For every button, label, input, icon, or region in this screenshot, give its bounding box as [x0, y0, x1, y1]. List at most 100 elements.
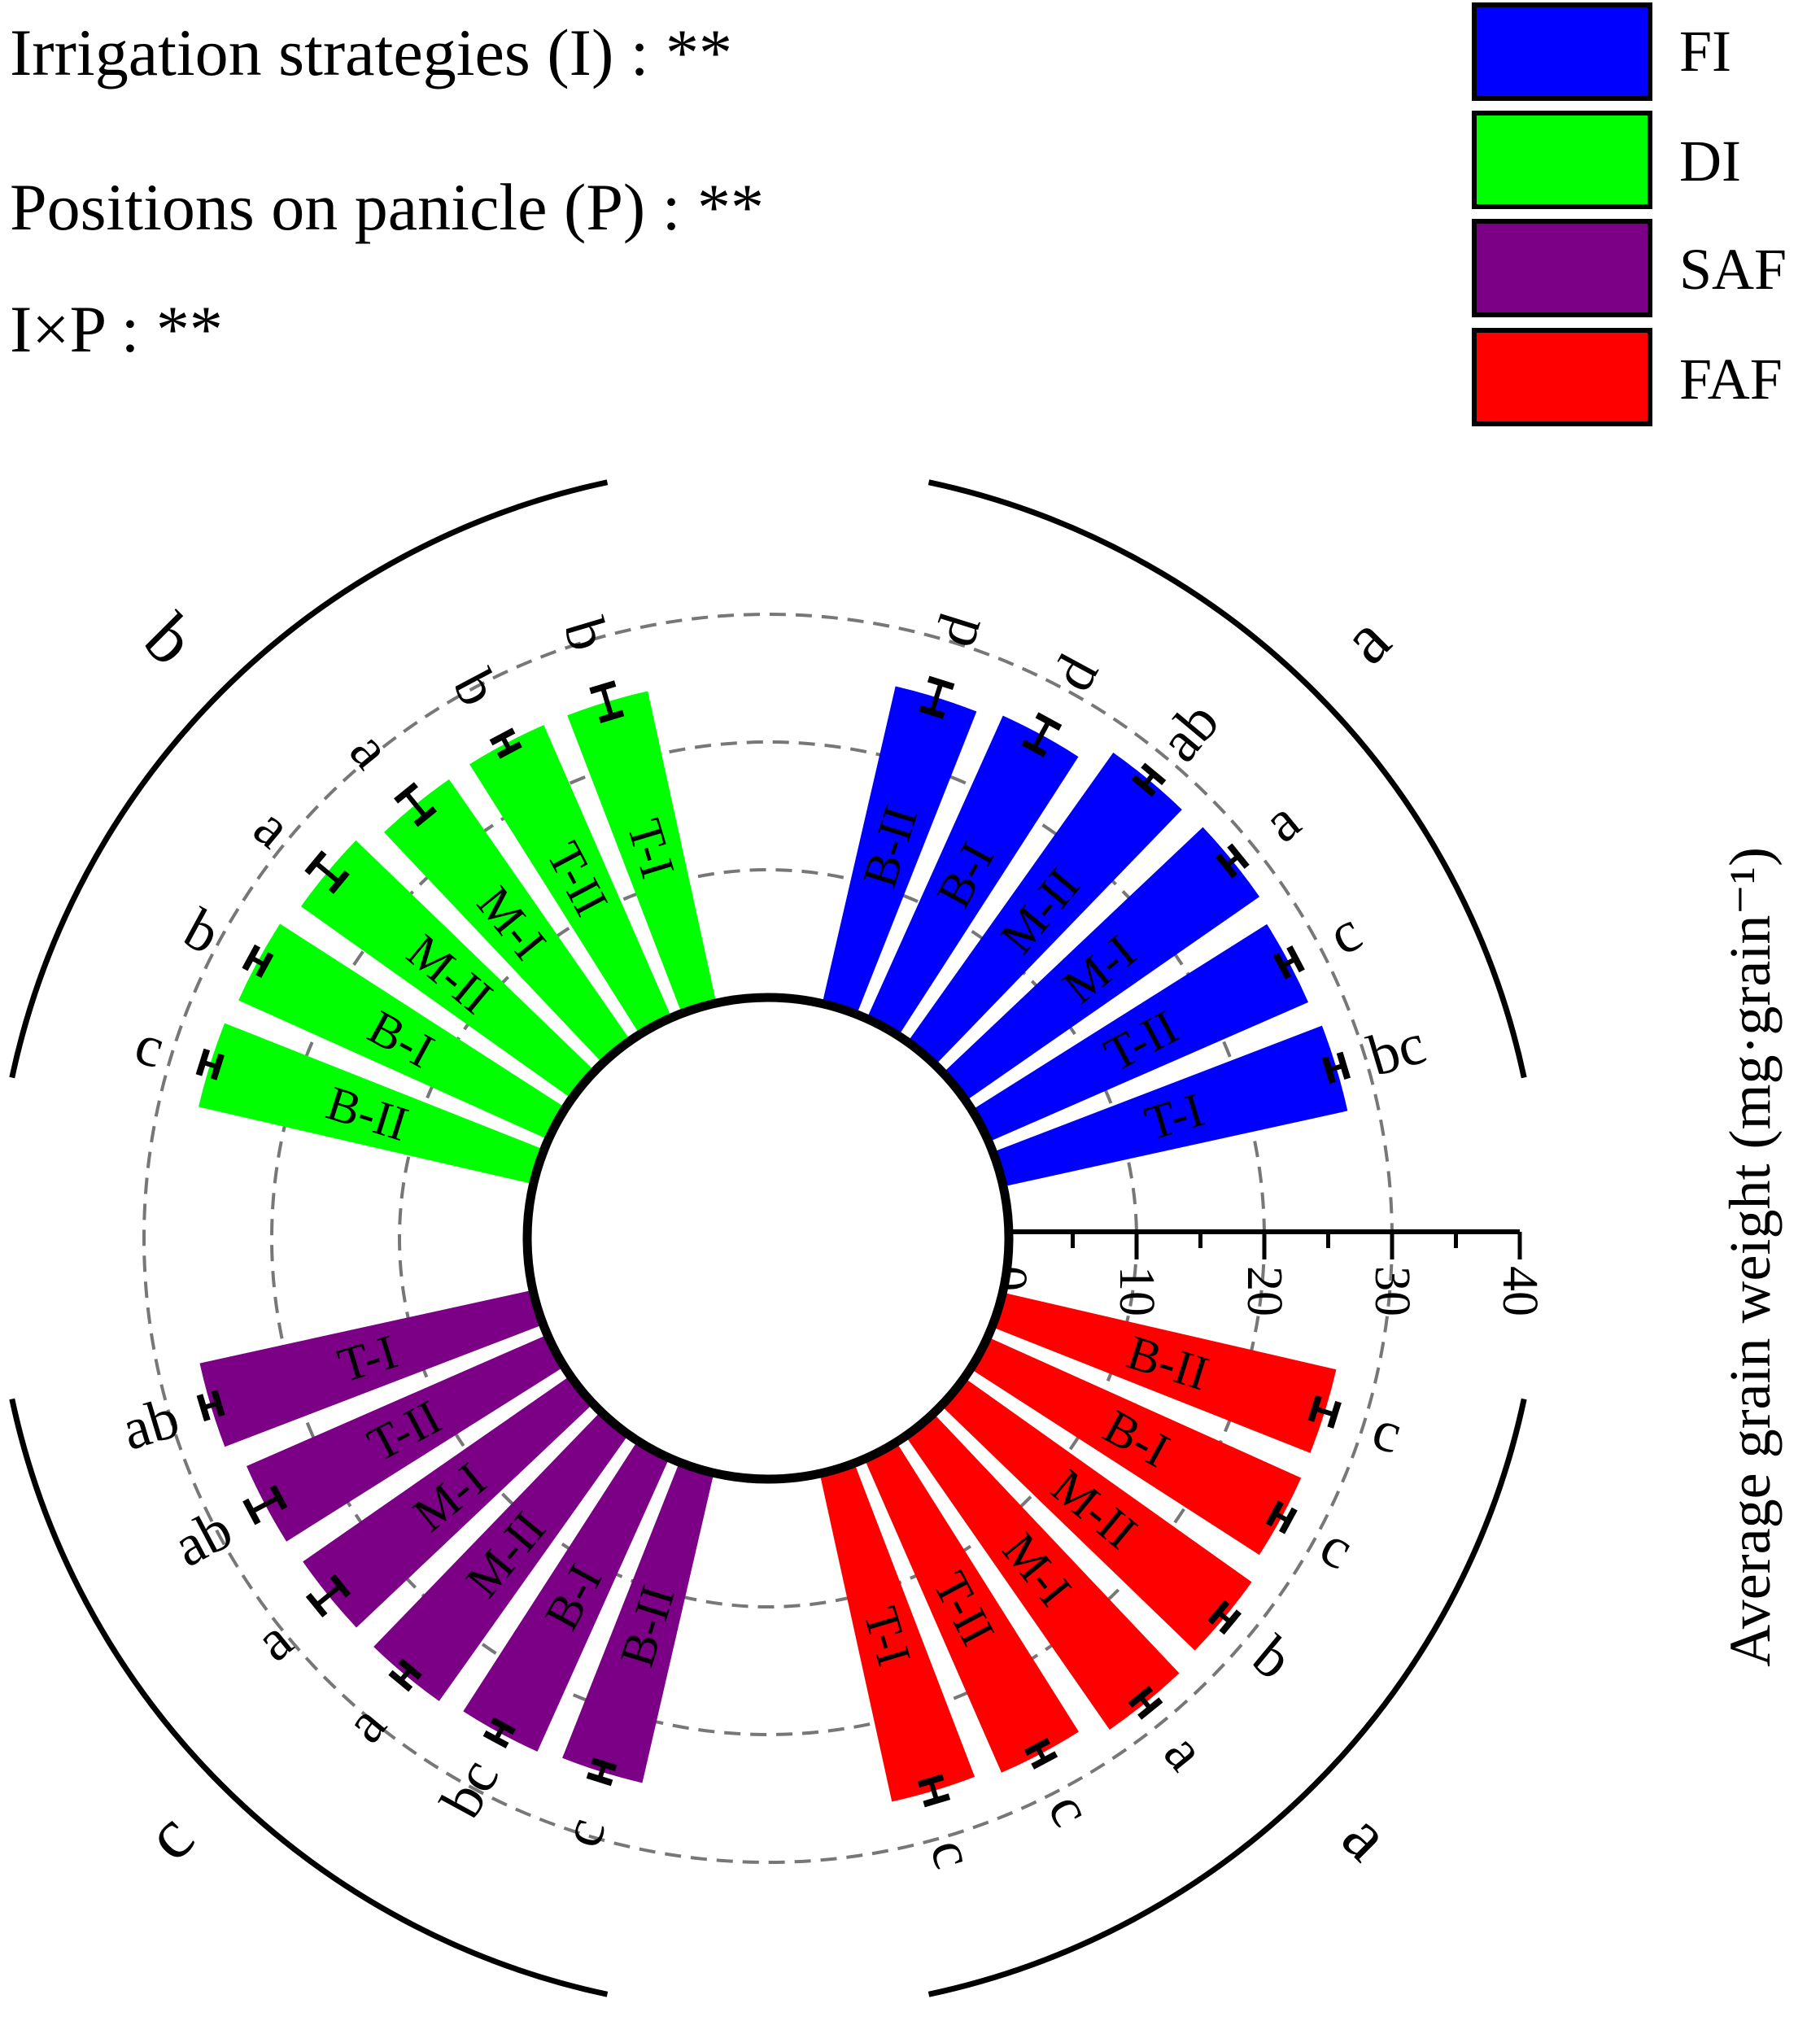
- error-cap: [398, 1658, 422, 1680]
- bar-fi-b-i: [864, 715, 1079, 1041]
- error-cap: [330, 1574, 351, 1598]
- bar-saf-t-ii: [247, 1333, 569, 1542]
- error-cap: [304, 850, 327, 875]
- bar-fi-m-i: [939, 827, 1260, 1104]
- error-cap: [1327, 1400, 1342, 1429]
- letter-fi-m-i: a: [1250, 788, 1312, 854]
- bar-faf-t-ii: [862, 1438, 1079, 1773]
- bar-faf-b-i: [966, 1334, 1302, 1556]
- error-cap: [586, 1772, 613, 1787]
- error-cap: [1207, 1600, 1230, 1625]
- error-cap: [923, 1793, 951, 1808]
- error-cap: [491, 1717, 517, 1735]
- group-letter-fi: a: [1327, 601, 1405, 679]
- error-cap: [496, 741, 522, 759]
- error-cap: [1128, 1685, 1154, 1708]
- error-cap: [305, 1592, 328, 1618]
- error-bar: [928, 1780, 940, 1801]
- error-cap: [211, 1390, 225, 1417]
- bars: [199, 686, 1348, 1802]
- error-cap: [196, 1394, 211, 1422]
- group-letter-faf: a: [1327, 1797, 1405, 1875]
- error-cap: [394, 782, 418, 804]
- legend-swatch-faf: [1472, 328, 1652, 426]
- error-cap: [1023, 1737, 1050, 1757]
- bar-saf-b-i: [463, 1436, 672, 1752]
- error-cap: [328, 870, 350, 894]
- bar-faf-b-ii: [987, 1291, 1337, 1453]
- error-cap: [917, 1774, 945, 1788]
- error-cap: [1137, 1697, 1163, 1720]
- error-cap: [210, 1053, 225, 1080]
- error-cap: [242, 944, 261, 971]
- error-bar: [313, 860, 341, 884]
- letter-faf-t-i: c: [918, 1831, 988, 1875]
- error-cap: [1279, 1507, 1298, 1534]
- bar-di-b-ii: [199, 1023, 549, 1185]
- inner-circle: [522, 993, 1014, 1484]
- legend-swatch-di: [1472, 111, 1652, 209]
- error-cap: [591, 1757, 618, 1772]
- group-arc-saf: [9, 1398, 609, 1997]
- legend-label-faf: FAF: [1679, 347, 1783, 412]
- error-cap: [413, 806, 438, 827]
- bar-label-saf-b-ii: B-II: [609, 1579, 685, 1673]
- letter-faf-t-ii: c: [1036, 1783, 1106, 1836]
- bar-saf-m-ii: [373, 1408, 632, 1701]
- bar-di-m-ii: [300, 840, 599, 1102]
- error-cap: [1286, 945, 1305, 973]
- bar-fi-m-ii: [904, 752, 1182, 1069]
- letter-saf-m-i: a: [243, 1607, 304, 1674]
- error-cap: [1131, 775, 1156, 797]
- legend: FI DI SAF FAF: [1472, 2, 1787, 426]
- letter-di-m-ii: a: [242, 794, 304, 861]
- error-cap: [1227, 843, 1250, 869]
- error-cap: [255, 952, 274, 979]
- error-cap: [919, 705, 945, 719]
- error-cap: [1021, 739, 1047, 757]
- legend-swatch-saf: [1472, 219, 1652, 317]
- bar-faf-t-i: [818, 1458, 975, 1802]
- error-cap: [1321, 1056, 1336, 1084]
- significance-position: Positions on panicle (P) : **: [10, 170, 764, 244]
- bar-saf-m-i: [303, 1373, 597, 1628]
- error-cap: [482, 1730, 509, 1749]
- error-bar: [1032, 720, 1051, 750]
- group-arc-fi: [927, 479, 1527, 1079]
- group-letter-saf: c: [131, 1797, 209, 1875]
- letter-fi-m-ii: ab: [1146, 689, 1232, 773]
- letter-fi-b-i: d: [1040, 644, 1111, 701]
- error-cap: [1219, 1609, 1242, 1635]
- legend-label-fi: FI: [1679, 19, 1731, 84]
- bar-saf-t-i: [199, 1289, 548, 1447]
- error-bar: [404, 791, 427, 818]
- bar-fi-b-ii: [821, 686, 977, 1019]
- error-bar: [929, 682, 944, 714]
- bar-di-b-i: [238, 923, 570, 1142]
- error-cap: [1031, 1751, 1058, 1770]
- letter-di-b-i: b: [174, 896, 231, 967]
- error-cap: [1265, 1500, 1285, 1527]
- letter-saf-t-ii: ab: [163, 1496, 242, 1580]
- error-bars: [195, 675, 1351, 1808]
- letter-faf-m-i: a: [1152, 1721, 1219, 1782]
- bar-label-fi-b-ii: B-II: [853, 800, 928, 893]
- bar-di-m-i: [384, 779, 634, 1067]
- bar-label-faf-b-ii: B-II: [1121, 1325, 1215, 1401]
- axis-tick-label: 30: [1364, 1266, 1420, 1316]
- letter-faf-b-ii: c: [1365, 1396, 1409, 1466]
- bar-di-t-i: [567, 691, 718, 1019]
- axis-tick-label: 40: [1492, 1266, 1547, 1316]
- significance-interaction: I×P : **: [10, 292, 223, 366]
- letter-saf-t-i: ab: [115, 1385, 186, 1463]
- letter-fi-b-ii: d: [922, 606, 993, 653]
- legend-label-di: DI: [1679, 129, 1741, 194]
- letter-saf-b-i: bc: [428, 1748, 512, 1828]
- letter-saf-m-ii: a: [332, 1693, 399, 1755]
- letter-di-b-ii: c: [128, 1010, 172, 1080]
- error-cap: [388, 1670, 413, 1692]
- bar-di-t-ii: [469, 725, 674, 1039]
- bar-faf-m-ii: [937, 1374, 1252, 1651]
- axis-tick-label: 10: [1109, 1266, 1164, 1316]
